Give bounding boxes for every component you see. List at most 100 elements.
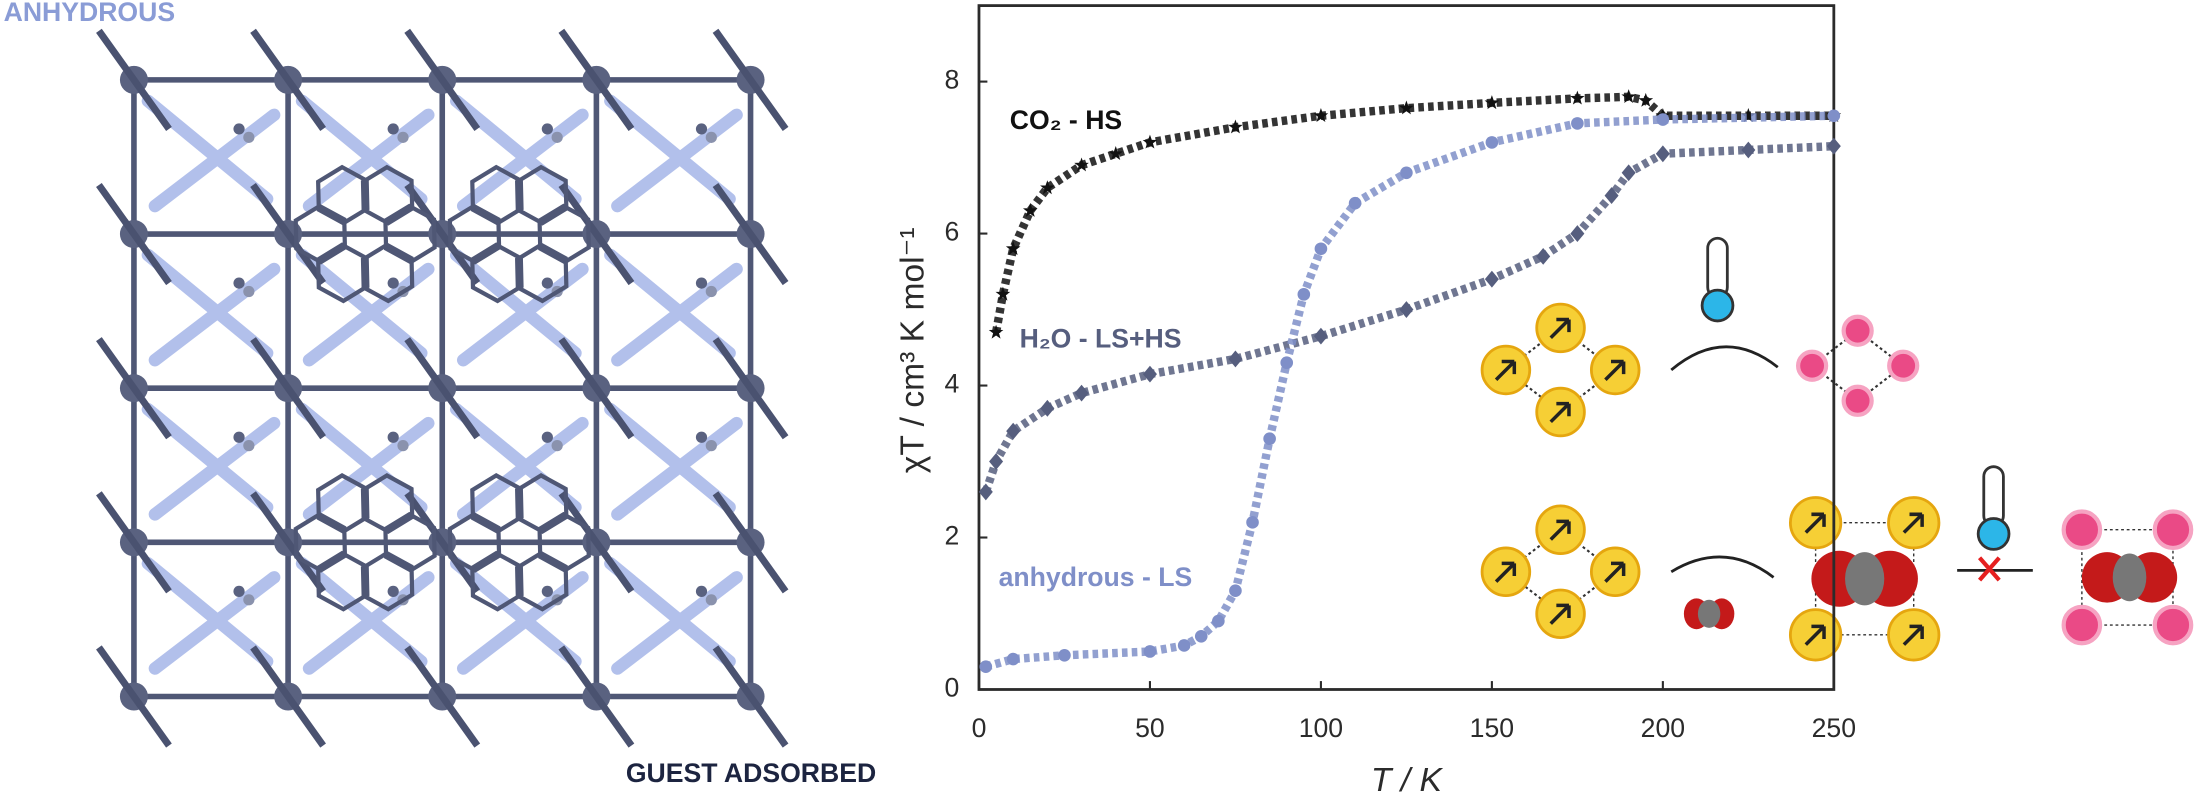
hs-site [2061,604,2103,646]
x-tick-label: 0 [972,713,987,743]
point [1228,119,1243,134]
spin-arrow [1494,359,1517,382]
y-tick-label: 6 [945,217,960,247]
point [1006,652,1020,666]
ring [515,164,569,226]
series-trace [991,92,1834,334]
ligand [558,28,635,131]
x-tick-label: 200 [1641,713,1685,743]
ligand [141,402,281,521]
guest [551,131,563,143]
guest [541,431,553,443]
guest [387,431,399,443]
x-tick-label: 150 [1470,713,1514,743]
point [979,660,993,673]
point [1348,196,1362,210]
ligand [712,491,789,594]
point [1741,141,1756,159]
thermometer [1706,236,1729,299]
ligand [250,28,326,131]
ring [447,203,502,265]
point [1177,639,1191,652]
point [1655,145,1670,163]
guest [243,594,255,606]
hs-site [1887,349,1920,382]
ligand [295,402,435,521]
point [978,483,993,501]
guest [551,440,563,452]
plot-frame [977,4,1836,691]
point [1536,247,1551,265]
y-tick-label: 2 [945,521,960,551]
point [1313,327,1328,345]
guest [695,431,708,443]
point [1484,270,1499,288]
ligand [96,337,172,440]
point [1212,614,1225,628]
guest [541,123,553,135]
point [1280,356,1294,370]
point [1741,108,1756,123]
hs-site [1795,349,1829,382]
x-tick-label: 50 [1135,713,1165,743]
point [1074,157,1089,172]
ligand [604,248,743,367]
point [1005,241,1021,256]
ligand [712,182,789,286]
guest [705,285,717,298]
ligand [295,94,435,213]
ligand [404,337,481,440]
point [1022,203,1038,217]
point [1826,137,1841,155]
y-tick-label: 4 [945,369,960,399]
point [1143,645,1157,658]
schematic [1480,236,2194,662]
ligand [712,337,789,440]
point [1604,187,1619,204]
guest [387,585,399,597]
co2-atom [1845,552,1885,606]
bottom-label: GUEST ADSORBED [626,758,876,788]
point [1246,516,1259,529]
x-axis-label: T / K [1371,762,1444,799]
point [1484,95,1500,110]
guest [541,585,553,597]
spin-arrow [1604,359,1626,382]
ligand [96,28,172,131]
ring [360,550,415,612]
ligand [449,94,589,213]
guest [695,277,708,289]
ring [515,473,569,534]
hs-site [2152,509,2194,551]
guest [705,131,717,143]
ring [293,203,348,265]
hs-site [2061,509,2103,551]
point [1827,109,1841,123]
ligand [141,557,281,675]
ligand [712,645,789,748]
arrow [1670,345,1779,372]
ligand [449,557,589,675]
ligand [558,337,635,440]
point [1142,134,1158,149]
point [1263,432,1276,446]
ligand [558,182,635,286]
guest [387,277,399,289]
spin-arrow [1549,401,1571,424]
ligand [96,645,172,748]
hs-site [1841,314,1874,347]
chart: T / K χT / cm³ K mol⁻¹ 0 50 100 150 200 250 0 2… [894,4,1856,799]
point [1314,242,1328,256]
ligand [250,645,326,748]
cross [1977,556,2001,582]
point [1228,350,1243,368]
hs-site [1841,384,1874,417]
spin-arrow [1902,624,1924,646]
thermometer [1982,465,2005,527]
arrow [1670,555,1775,579]
point [1399,301,1414,318]
point [1570,90,1585,105]
ring [360,242,415,304]
ring [515,550,569,612]
top-label: ANHYDROUS [4,0,176,27]
